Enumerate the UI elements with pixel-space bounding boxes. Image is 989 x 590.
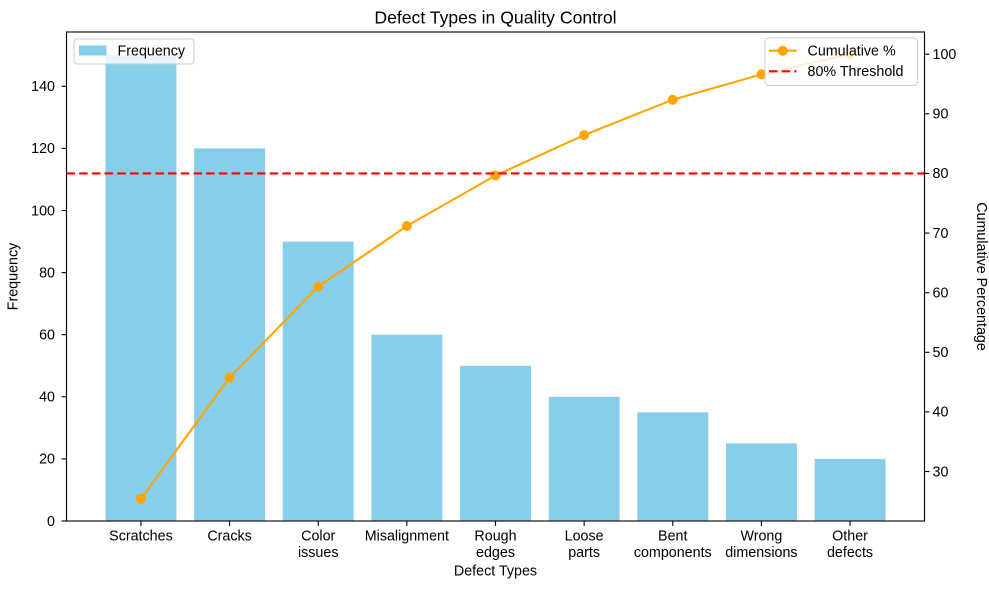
svg-text:40: 40	[39, 390, 55, 406]
svg-text:100: 100	[31, 203, 55, 219]
svg-text:40: 40	[933, 405, 949, 421]
svg-text:Cracks: Cracks	[207, 529, 251, 545]
svg-text:Wrong: Wrong	[740, 529, 782, 545]
svg-text:30: 30	[933, 464, 949, 480]
svg-text:140: 140	[31, 79, 55, 95]
svg-text:Loose: Loose	[565, 529, 604, 545]
svg-text:Color: Color	[301, 529, 335, 545]
svg-text:50: 50	[933, 345, 949, 361]
svg-text:Frequency: Frequency	[118, 44, 186, 60]
svg-text:90: 90	[933, 107, 949, 123]
svg-text:Frequency: Frequency	[5, 242, 21, 310]
svg-text:Cumulative %: Cumulative %	[808, 43, 896, 59]
svg-text:edges: edges	[476, 545, 515, 561]
svg-text:Misalignment: Misalignment	[365, 529, 449, 545]
svg-text:Other: Other	[832, 529, 868, 545]
svg-text:0: 0	[47, 514, 55, 530]
svg-text:100: 100	[933, 47, 957, 63]
svg-text:120: 120	[31, 141, 55, 157]
svg-text:Defect Types: Defect Types	[454, 564, 537, 580]
svg-text:Rough: Rough	[474, 529, 516, 545]
svg-text:80: 80	[933, 166, 949, 182]
svg-text:defects: defects	[827, 545, 873, 561]
svg-text:60: 60	[39, 328, 55, 344]
svg-text:Bent: Bent	[658, 529, 687, 545]
svg-text:20: 20	[39, 452, 55, 468]
svg-text:Cumulative Percentage: Cumulative Percentage	[973, 202, 989, 351]
svg-text:issues: issues	[298, 545, 339, 561]
svg-text:dimensions: dimensions	[725, 545, 797, 561]
svg-text:components: components	[634, 545, 712, 561]
svg-text:Defect Types in Quality Contro: Defect Types in Quality Control	[374, 8, 616, 28]
svg-text:Scratches: Scratches	[109, 529, 173, 545]
svg-text:70: 70	[933, 226, 949, 242]
svg-text:60: 60	[933, 286, 949, 302]
svg-text:parts: parts	[568, 545, 600, 561]
svg-text:80% Threshold: 80% Threshold	[808, 64, 904, 80]
svg-text:80: 80	[39, 265, 55, 281]
